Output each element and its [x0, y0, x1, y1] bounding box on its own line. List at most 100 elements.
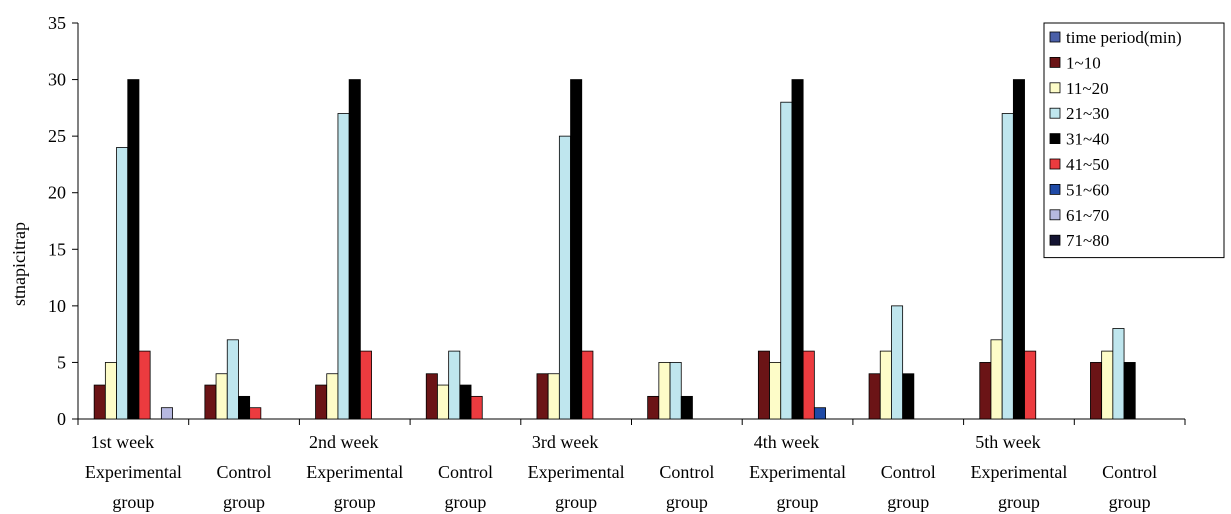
category-label-line1: Experimental: [970, 462, 1067, 482]
legend-entry: 31~40: [1066, 130, 1109, 149]
bar: [879, 350, 892, 420]
bar: [757, 350, 770, 420]
legend-entry: 11~20: [1066, 79, 1109, 98]
bar: [769, 362, 782, 420]
bar: [138, 350, 151, 420]
bar: [116, 147, 129, 420]
bar: [1090, 362, 1103, 420]
bar: [891, 305, 904, 420]
bar: [315, 384, 328, 420]
y-tick-label: 15: [48, 239, 66, 259]
bar: [326, 373, 339, 420]
bar: [238, 395, 251, 420]
legend-swatch: [1049, 234, 1061, 246]
bar: [204, 384, 217, 420]
bar: [791, 79, 804, 420]
y-tick-label: 0: [57, 409, 66, 429]
bar: [160, 407, 173, 420]
legend-entry: 51~60: [1066, 180, 1109, 199]
y-tick-label: 35: [48, 13, 66, 33]
bar: [1101, 350, 1114, 420]
week-label: 5th week: [975, 432, 1040, 452]
category-label-line1: Control: [659, 462, 714, 482]
category-label-line2: group: [334, 492, 376, 512]
bar: [459, 384, 472, 420]
bar: [448, 350, 461, 420]
bar: [813, 407, 826, 420]
bar: [1112, 328, 1125, 420]
bar: [93, 384, 106, 420]
category-label-line1: Experimental: [528, 462, 625, 482]
bar: [547, 373, 560, 420]
category-label-line1: Experimental: [749, 462, 846, 482]
category-label-line2: group: [777, 492, 819, 512]
category-label-line2: group: [223, 492, 265, 512]
legend-entry: 61~70: [1066, 206, 1109, 225]
category-label-line1: Experimental: [85, 462, 182, 482]
bar: [979, 362, 992, 420]
bar: [780, 101, 793, 420]
legend-swatch: [1049, 158, 1061, 170]
legend-box: [1043, 22, 1225, 259]
bar: [127, 79, 140, 420]
legend-swatch: [1049, 133, 1061, 145]
legend-swatch: [1049, 107, 1061, 119]
bar: [669, 362, 682, 420]
bar: [1123, 362, 1136, 420]
category-label-line1: Experimental: [306, 462, 403, 482]
bar: [570, 79, 583, 420]
bar: [990, 339, 1003, 420]
legend-swatch: [1049, 82, 1061, 94]
bar: [425, 373, 438, 420]
week-label: 3rd week: [532, 432, 598, 452]
legend-swatch: [1049, 31, 1061, 43]
y-tick-label: 5: [57, 352, 66, 372]
y-axis-label: stnapicitrap: [9, 222, 29, 306]
legend-swatch: [1049, 183, 1061, 195]
week-label: 2nd week: [309, 432, 378, 452]
bar: [802, 350, 815, 420]
bar: [536, 373, 549, 420]
bar: [647, 395, 660, 420]
category-label-line1: Control: [217, 462, 272, 482]
axes: 0 5 10 15 20 25 30 35: [48, 13, 1186, 429]
bar: [902, 373, 915, 420]
y-tick-label: 20: [48, 183, 66, 203]
y-tick-label: 10: [48, 296, 66, 316]
category-label-line2: group: [444, 492, 486, 512]
category-label-line2: group: [555, 492, 597, 512]
bar: [215, 373, 228, 420]
legend-entry: time period(min): [1066, 28, 1182, 47]
bar: [1024, 350, 1037, 420]
bar: [1012, 79, 1025, 420]
bar: [249, 407, 262, 420]
legend-swatch: [1049, 57, 1061, 68]
legend: time period(min) 1~10 11~20 21~30 31~40 41~50…: [1043, 22, 1225, 259]
category-label-line1: Control: [881, 462, 936, 482]
x-axis-labels: 1st week Experimental group Control group 2nd…: [85, 432, 1157, 512]
bar: [337, 113, 350, 420]
legend-swatch: [1049, 209, 1061, 221]
category-label-line2: group: [1109, 492, 1151, 512]
bar: [104, 362, 117, 420]
bar: [680, 395, 693, 420]
legend-entry: 71~80: [1066, 231, 1109, 250]
bar: [558, 135, 571, 420]
bar: [437, 384, 450, 420]
legend-entry: 21~30: [1066, 104, 1109, 123]
category-label-line2: group: [887, 492, 929, 512]
category-label-line1: Control: [1102, 462, 1157, 482]
bar: [1001, 113, 1014, 420]
bar: [658, 362, 671, 420]
y-tick-label: 25: [48, 126, 66, 146]
bar: [581, 350, 594, 420]
bars: [93, 79, 1136, 420]
category-label-line2: group: [666, 492, 708, 512]
legend-entry: 41~50: [1066, 155, 1109, 174]
bar: [348, 79, 361, 420]
category-label-line2: group: [112, 492, 154, 512]
bar: [359, 350, 372, 420]
y-tick-label: 30: [48, 70, 66, 90]
bar: [868, 373, 881, 420]
